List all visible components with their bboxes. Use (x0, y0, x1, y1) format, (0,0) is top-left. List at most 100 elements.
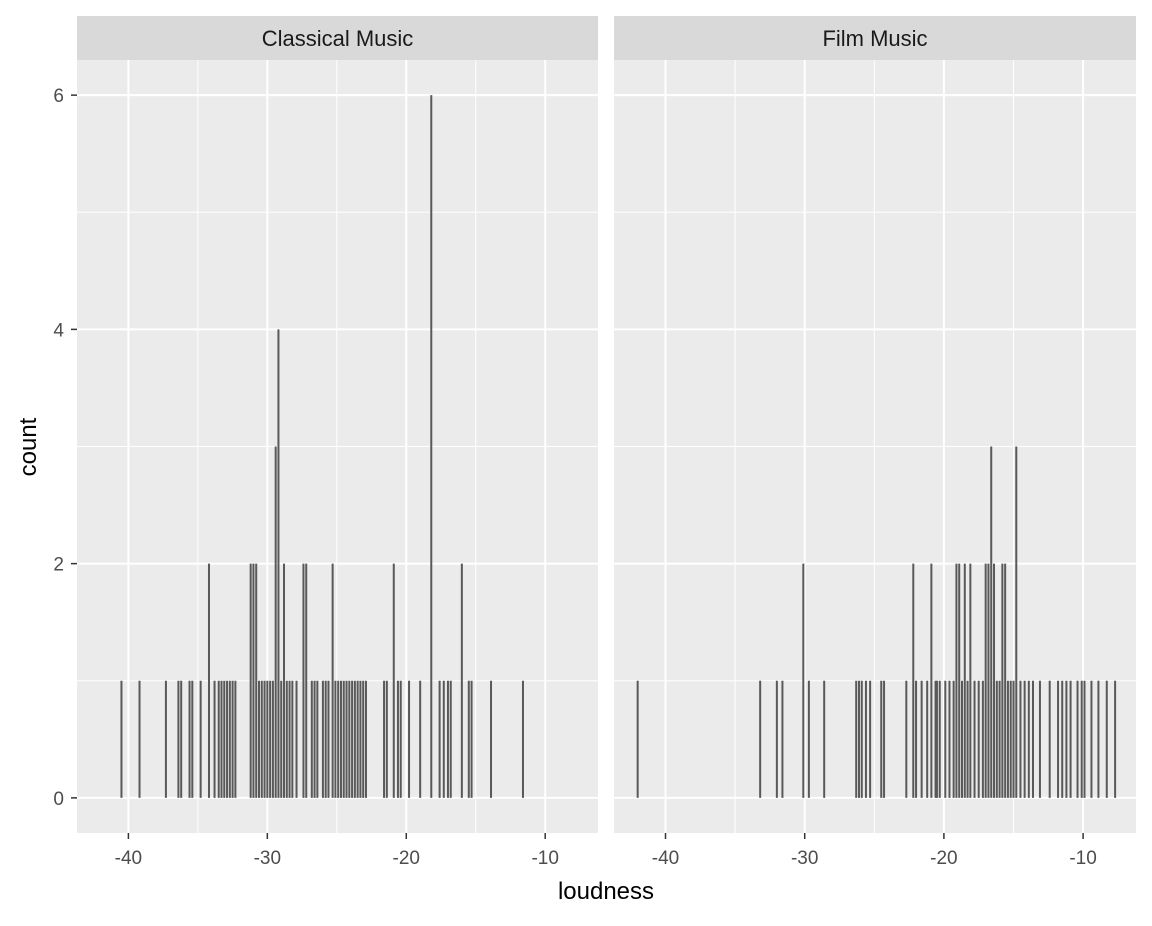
histogram-bar (138, 680, 141, 798)
x-tick-label: -30 (791, 848, 818, 869)
y-tick-label: 2 (53, 555, 64, 576)
histogram-bar (220, 680, 223, 798)
histogram-bar (1019, 680, 1022, 798)
histogram-bar (857, 680, 860, 798)
histogram-bar (993, 563, 996, 798)
histogram-bar (356, 680, 359, 798)
histogram-bar (207, 563, 210, 798)
x-tick-label: -40 (652, 848, 679, 869)
histogram-bar (938, 680, 941, 798)
x-tick-label: -20 (930, 848, 957, 869)
x-tick-label: -30 (254, 848, 281, 869)
histogram-bar (321, 680, 324, 798)
histogram-bar (263, 680, 266, 798)
histogram-bar (920, 680, 923, 798)
histogram-bar (1076, 680, 1079, 798)
histogram-bar (930, 563, 933, 798)
y-tick-label: 6 (53, 86, 64, 107)
histogram-bar (337, 680, 340, 798)
histogram-bar (324, 680, 327, 798)
histogram-bar (255, 563, 258, 798)
histogram-bar (285, 680, 288, 798)
x-axis-title: loudness (558, 878, 654, 905)
histogram-bar (228, 680, 231, 798)
histogram-bar (446, 680, 449, 798)
histogram-bar (260, 680, 263, 798)
histogram-bar (1057, 680, 1060, 798)
histogram-bar (351, 680, 354, 798)
histogram-bar (362, 680, 365, 798)
histogram-bar (973, 680, 976, 798)
histogram-bar (249, 563, 252, 798)
histogram-bar (984, 563, 987, 798)
histogram-bar (1001, 563, 1004, 798)
histogram-bar (1105, 680, 1108, 798)
histogram-bar (860, 680, 863, 798)
histogram-bar (981, 680, 984, 798)
histogram-bar (269, 680, 272, 798)
histogram-bar (802, 563, 805, 798)
histogram-bar (438, 680, 441, 798)
histogram-bar (348, 680, 351, 798)
histogram-bar (385, 680, 388, 798)
x-tick-label: -20 (393, 848, 420, 869)
y-axis-title: count (15, 417, 42, 476)
histogram-bar (977, 680, 980, 798)
histogram-bar (295, 680, 298, 798)
histogram-bar (302, 563, 305, 798)
histogram-bar (864, 680, 867, 798)
histogram-bar (1065, 680, 1068, 798)
histogram-bar (460, 563, 463, 798)
histogram-bar (399, 680, 402, 798)
histogram-bar (926, 680, 929, 798)
histogram-bar (252, 563, 255, 798)
histogram-bar (345, 680, 348, 798)
histogram-bar (419, 680, 422, 798)
histogram-bar (449, 680, 452, 798)
histogram-bar (995, 680, 998, 798)
histogram-bar (880, 680, 883, 798)
histogram-bar (1012, 680, 1015, 798)
histogram-bar (280, 680, 283, 798)
histogram-bar (177, 680, 180, 798)
histogram-bar (1061, 680, 1064, 798)
histogram-bar (180, 680, 183, 798)
histogram-bar (1038, 680, 1041, 798)
histogram-bar (636, 680, 639, 798)
histogram-bar (883, 680, 886, 798)
histogram-bar (274, 446, 277, 798)
histogram-bar (1006, 680, 1009, 798)
histogram-bar (969, 563, 972, 798)
histogram-bar (199, 680, 202, 798)
histogram-bar (1097, 680, 1100, 798)
histogram-bar (1031, 680, 1034, 798)
histogram-bar (1048, 680, 1051, 798)
histogram-bar (759, 680, 762, 798)
histogram-bar (948, 680, 951, 798)
histogram-bar (1090, 680, 1093, 798)
histogram-bar (775, 680, 778, 798)
histogram-bar (396, 680, 399, 798)
histogram-bar (266, 680, 269, 798)
facet-panel: Classical Music -40 -30 -20 -10 (77, 16, 598, 869)
histogram-bar (408, 680, 411, 798)
histogram-bar (1023, 680, 1026, 798)
x-tick-label: -40 (115, 848, 142, 869)
histogram-bar (392, 563, 395, 798)
histogram-bar (952, 680, 955, 798)
histogram-bar (905, 680, 908, 798)
histogram-bar (288, 680, 291, 798)
histogram-bar (283, 563, 286, 798)
histogram-bar (467, 680, 470, 798)
histogram-bar (912, 563, 915, 798)
x-tick-label: -10 (1069, 848, 1096, 869)
histogram-bar (944, 680, 947, 798)
histogram-bar (271, 680, 274, 798)
histogram-bar (1009, 680, 1012, 798)
histogram-bar (164, 680, 167, 798)
histogram-bar (915, 680, 918, 798)
histogram-bar (226, 680, 229, 798)
x-tick-label: -10 (531, 848, 558, 869)
